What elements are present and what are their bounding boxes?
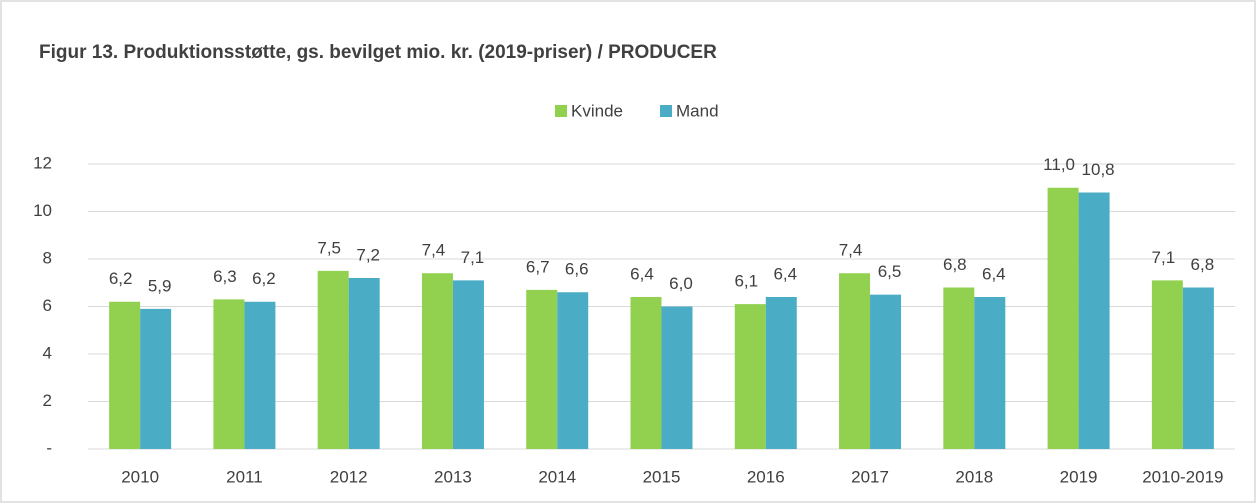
- data-label: 7,1: [461, 248, 485, 267]
- data-label: 6,4: [630, 264, 654, 283]
- data-label: 11,0: [1043, 155, 1075, 174]
- x-tick-label: 2014: [538, 467, 576, 486]
- bar: [1078, 192, 1110, 449]
- data-label: 6,2: [252, 269, 276, 288]
- legend-swatch: [660, 105, 672, 117]
- data-label: 10,8: [1082, 160, 1115, 179]
- chart-title: Figur 13. Produktionsstøtte, gs. bevilge…: [39, 42, 717, 63]
- bar: [140, 308, 172, 449]
- data-label: 7,2: [356, 245, 380, 264]
- bar: [421, 273, 453, 449]
- data-label: 6,8: [1191, 255, 1215, 274]
- bar: [1182, 287, 1214, 449]
- data-label: 6,2: [109, 269, 133, 288]
- bar: [661, 306, 693, 449]
- data-label: 6,6: [565, 260, 589, 279]
- data-label: 7,4: [422, 241, 446, 260]
- bar: [974, 297, 1006, 449]
- data-label: 5,9: [148, 276, 172, 295]
- x-tick-label: 2016: [747, 467, 785, 486]
- x-tick-label: 2017: [851, 467, 889, 486]
- bar: [943, 287, 975, 449]
- bar: [109, 301, 141, 449]
- y-tick-label: 6: [43, 296, 52, 315]
- data-label: 6,1: [734, 272, 758, 291]
- bar: [557, 292, 589, 449]
- bar: [734, 304, 766, 449]
- y-tick-label: -: [46, 438, 52, 457]
- legend-label: Kvinde: [571, 101, 623, 120]
- bar: [452, 280, 484, 449]
- bar: [1047, 187, 1079, 449]
- bar: [244, 301, 276, 449]
- x-tick-label: 2010-2019: [1142, 467, 1223, 486]
- bar: [630, 297, 662, 449]
- bar: [765, 297, 797, 449]
- x-tick-label: 2010: [121, 467, 159, 486]
- y-tick-label: 4: [43, 343, 52, 362]
- data-label: 6,3: [213, 267, 237, 286]
- data-label: 7,1: [1152, 248, 1176, 267]
- bar: [317, 270, 349, 449]
- data-label: 6,0: [669, 274, 693, 293]
- bar: [839, 273, 871, 449]
- data-label: 6,5: [878, 262, 902, 281]
- bar: [213, 299, 245, 449]
- y-tick-label: 10: [33, 201, 52, 220]
- x-tick-label: 2019: [1060, 467, 1098, 486]
- y-tick-label: 2: [43, 391, 52, 410]
- legend-swatch: [555, 105, 567, 117]
- x-tick-label: 2013: [434, 467, 472, 486]
- bar: [870, 294, 902, 449]
- bar: [348, 278, 380, 449]
- data-label: 7,4: [839, 241, 863, 260]
- y-tick-label: 12: [33, 153, 52, 172]
- data-label: 7,5: [317, 238, 341, 257]
- bar: [526, 289, 558, 449]
- data-label: 6,4: [773, 264, 797, 283]
- x-tick-label: 2012: [330, 467, 368, 486]
- x-tick-label: 2011: [226, 467, 263, 486]
- data-label: 6,7: [526, 257, 550, 276]
- x-tick-label: 2018: [955, 467, 993, 486]
- data-label: 6,4: [982, 264, 1006, 283]
- data-label: 6,8: [943, 255, 967, 274]
- legend-label: Mand: [676, 101, 719, 120]
- x-tick-label: 2015: [643, 467, 681, 486]
- bar: [1151, 280, 1183, 449]
- y-tick-label: 8: [43, 248, 52, 267]
